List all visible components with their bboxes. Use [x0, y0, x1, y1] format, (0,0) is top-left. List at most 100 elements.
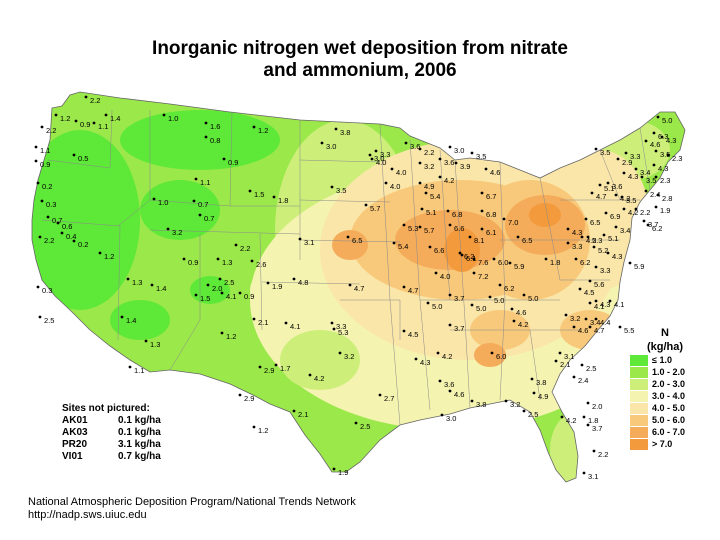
site-marker — [36, 181, 40, 185]
site-marker — [436, 351, 440, 355]
site-value: 3.5 — [646, 176, 656, 185]
site-marker — [592, 245, 596, 249]
site-marker — [434, 271, 438, 275]
site-marker — [368, 153, 372, 157]
site-value: 3.8 — [476, 400, 486, 409]
site-marker — [448, 145, 452, 149]
site-value: 1.2 — [226, 332, 236, 341]
note-value: 0.1 kg/ha — [118, 427, 161, 438]
site-value: 5.5 — [624, 326, 634, 335]
site-marker — [590, 191, 594, 195]
site-marker — [640, 175, 644, 179]
site-value: 4.6 — [516, 308, 526, 317]
site-marker — [454, 161, 458, 165]
site-value: 1.9 — [660, 206, 670, 215]
legend-swatch — [630, 366, 648, 378]
site-marker — [584, 317, 588, 321]
site-value: 0.7 — [198, 200, 208, 209]
site-marker — [490, 351, 494, 355]
site-marker — [642, 219, 646, 223]
site-marker — [566, 227, 570, 231]
credit-url[interactable]: http://nadp.sws.uiuc.edu — [28, 509, 147, 521]
site-marker — [480, 191, 484, 195]
site-marker — [120, 315, 124, 319]
legend-item: 4.0 - 5.0 — [630, 402, 720, 414]
site-value: 1.7 — [280, 364, 290, 373]
site-value: 1.1 — [134, 366, 144, 375]
site-value: 3.5 — [660, 150, 670, 159]
site-marker — [470, 151, 474, 155]
site-marker — [578, 287, 582, 291]
site-value: 4.7 — [354, 284, 364, 293]
site-marker — [248, 189, 252, 193]
site-marker — [660, 135, 664, 139]
site-value: 5.0 — [528, 294, 538, 303]
site-value: 6.1 — [486, 228, 496, 237]
site-value: 1.0 — [168, 114, 178, 123]
site-value: 3.2 — [172, 228, 182, 237]
site-marker — [468, 235, 472, 239]
site-marker — [84, 95, 88, 99]
site-marker — [92, 121, 96, 125]
site-value: 4.0 — [440, 272, 450, 281]
site-value: 7.0 — [508, 218, 518, 227]
site-value: 5.6 — [594, 280, 604, 289]
state-borders — [41, 109, 651, 426]
site-value: 5.3 — [338, 328, 348, 337]
site-marker — [448, 389, 452, 393]
site-marker — [222, 157, 226, 161]
site-marker — [602, 233, 606, 237]
site-value: 0.3 — [46, 200, 56, 209]
site-value: 4.6 — [454, 390, 464, 399]
site-value: 5.0 — [662, 116, 672, 125]
site-value: 4.1 — [594, 302, 604, 311]
site-marker — [644, 139, 648, 143]
site-marker — [238, 393, 242, 397]
site-value: 4.1 — [226, 292, 236, 301]
site-value: 0.7 — [52, 216, 62, 225]
site-marker — [438, 379, 442, 383]
site-value: 6.5 — [590, 218, 600, 227]
site-marker — [414, 357, 418, 361]
site-value: 3.5 — [626, 196, 636, 205]
site-marker — [472, 257, 476, 261]
site-marker — [194, 293, 198, 297]
legend-title: N — [661, 327, 669, 339]
site-marker — [586, 235, 590, 239]
site-value: 6.5 — [352, 236, 362, 245]
site-value: 1.3 — [150, 340, 160, 349]
site-marker — [198, 213, 202, 217]
site-value: 0.9 — [40, 160, 50, 169]
site-value: 6.2 — [652, 224, 662, 233]
note-value: 3.1 kg/ha — [118, 439, 161, 450]
site-marker — [74, 119, 78, 123]
site-value: 1.2 — [258, 426, 268, 435]
site-marker — [334, 127, 338, 131]
site-value: 4.7 — [596, 192, 606, 201]
site-marker — [480, 209, 484, 213]
site-value: 0.4 — [66, 232, 76, 241]
legend: N (kg/ha) ≤ 1.0 1.0 - 2.0 2.0 - 3.0 3.0 - 4… — [630, 326, 720, 450]
site-marker — [320, 141, 324, 145]
site-value: 5.3 — [592, 236, 602, 245]
site-value: 2.9 — [244, 394, 254, 403]
site-marker — [298, 237, 302, 241]
legend-label: 6.0 - 7.0 — [652, 427, 686, 437]
site-value: 4.6 — [650, 140, 660, 149]
site-marker — [654, 149, 658, 153]
legend-swatch — [630, 378, 648, 390]
site-value: 3.7 — [454, 294, 464, 303]
site-marker — [582, 471, 586, 475]
site-value: 4.1 — [290, 322, 300, 331]
site-marker — [402, 285, 406, 289]
site-value: 1.6 — [210, 122, 220, 131]
site-value: 2.2 — [640, 208, 650, 217]
site-value: 2.2 — [424, 148, 434, 157]
site-marker — [598, 183, 602, 187]
site-marker — [522, 409, 526, 413]
site-value: 4.0 — [396, 168, 406, 177]
site-value: 0.9 — [244, 292, 254, 301]
site-marker — [654, 175, 658, 179]
site-marker — [460, 253, 464, 257]
site-value: 2.2 — [240, 244, 250, 253]
